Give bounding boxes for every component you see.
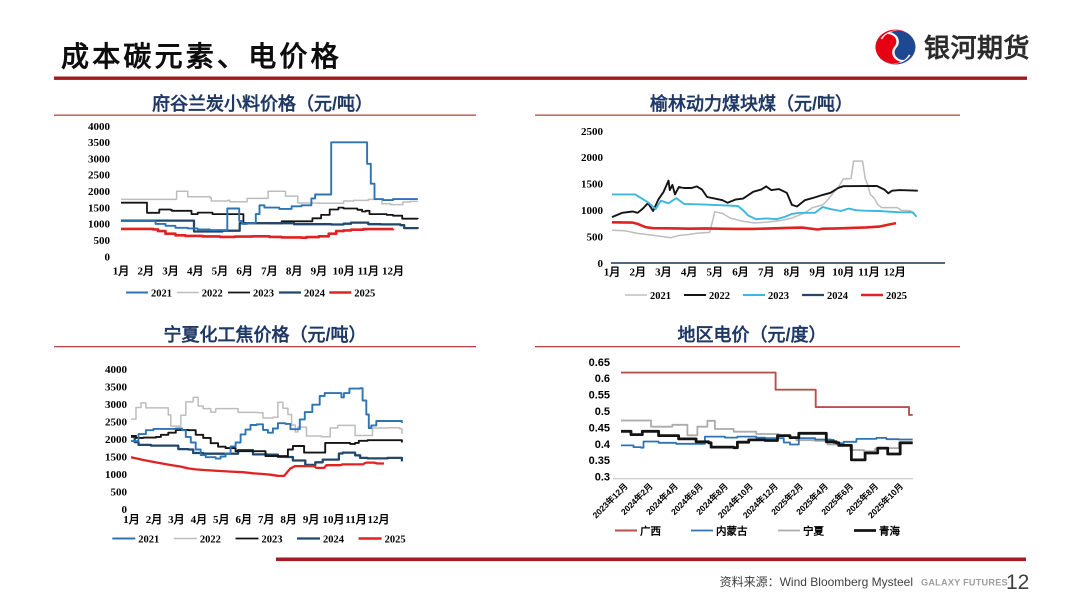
svg-text:9月: 9月 [809,266,826,279]
svg-text:4000: 4000 [105,364,128,376]
svg-text:2022: 2022 [709,291,730,302]
svg-text:1000: 1000 [105,469,128,481]
svg-text:广西: 广西 [640,524,661,537]
svg-text:2025: 2025 [354,288,375,299]
svg-text:2023: 2023 [262,534,283,545]
svg-text:2021: 2021 [650,291,671,302]
svg-text:银河期货: 银河期货 [924,33,1030,63]
svg-text:8月: 8月 [784,266,801,279]
svg-text:1月: 1月 [604,266,621,279]
svg-text:2021: 2021 [138,534,159,545]
svg-text:9月: 9月 [311,265,328,278]
svg-text:榆林动力煤块煤（元/吨）: 榆林动力煤块煤（元/吨） [650,93,853,114]
svg-text:4月: 4月 [187,265,204,278]
svg-text:8月: 8月 [286,265,303,278]
svg-text:6月: 6月 [732,266,749,279]
svg-text:0: 0 [122,504,128,516]
svg-text:12月: 12月 [367,513,389,526]
svg-text:8月: 8月 [280,513,297,526]
svg-text:1000: 1000 [88,219,111,231]
svg-text:1500: 1500 [581,179,604,191]
svg-text:12月: 12月 [884,266,906,279]
svg-text:3月: 3月 [162,265,179,278]
svg-text:2024: 2024 [304,288,326,299]
svg-text:0.4: 0.4 [595,439,611,451]
svg-text:3500: 3500 [88,137,111,149]
svg-text:500: 500 [587,231,604,243]
svg-text:0: 0 [105,251,111,263]
svg-text:5月: 5月 [212,265,229,278]
svg-text:成本碳元素、电价格: 成本碳元素、电价格 [61,41,342,72]
svg-text:宁夏化工焦价格（元/吨）: 宁夏化工焦价格（元/吨） [164,324,367,345]
svg-text:2021: 2021 [151,288,172,299]
svg-text:2000: 2000 [581,152,604,164]
svg-text:0.55: 0.55 [589,390,610,402]
svg-text:2024: 2024 [827,291,849,302]
svg-text:7月: 7月 [758,266,775,279]
svg-text:2023: 2023 [253,288,274,299]
svg-text:内蒙古: 内蒙古 [716,524,748,537]
svg-text:1月: 1月 [123,513,140,526]
svg-text:4月: 4月 [191,513,208,526]
svg-text:2月: 2月 [137,265,154,278]
svg-text:1月: 1月 [113,265,130,278]
svg-text:7月: 7月 [261,265,278,278]
svg-text:0: 0 [598,258,604,270]
svg-text:3月: 3月 [655,266,672,279]
svg-text:12月: 12月 [382,265,404,278]
svg-text:2000: 2000 [105,434,128,446]
svg-text:11月: 11月 [858,266,879,279]
svg-text:1500: 1500 [105,451,128,463]
svg-text:0.3: 0.3 [595,472,610,484]
svg-text:GALAXY FUTURES: GALAXY FUTURES [921,578,1008,588]
svg-text:4月: 4月 [681,266,698,279]
svg-text:12: 12 [1006,571,1029,594]
svg-text:0.45: 0.45 [589,422,610,434]
svg-text:10月: 10月 [323,513,345,526]
svg-text:资料来源：Wind Bloomberg Mysteel: 资料来源：Wind Bloomberg Mysteel [720,575,913,589]
svg-text:11月: 11月 [358,265,379,278]
svg-text:5月: 5月 [213,513,230,526]
svg-text:500: 500 [111,486,128,498]
svg-text:0.6: 0.6 [595,373,610,385]
svg-text:3500: 3500 [105,381,128,393]
svg-text:2000: 2000 [88,186,111,198]
svg-text:0.5: 0.5 [595,406,610,418]
svg-text:2500: 2500 [105,416,128,428]
svg-text:0.65: 0.65 [589,357,610,369]
svg-text:2月: 2月 [146,513,163,526]
svg-text:7月: 7月 [258,513,275,526]
svg-text:宁夏: 宁夏 [803,524,824,537]
svg-text:3000: 3000 [88,153,111,165]
svg-text:2025: 2025 [886,291,907,302]
svg-text:2月: 2月 [629,266,646,279]
svg-text:10月: 10月 [333,265,355,278]
svg-text:府谷兰炭小料价格（元/吨）: 府谷兰炭小料价格（元/吨） [152,93,373,114]
svg-text:6月: 6月 [236,513,253,526]
svg-text:2022: 2022 [202,288,223,299]
svg-text:5月: 5月 [707,266,724,279]
svg-text:青海: 青海 [879,524,900,537]
svg-text:2023: 2023 [768,291,789,302]
svg-text:6月: 6月 [236,265,253,278]
svg-text:2500: 2500 [581,126,604,138]
svg-text:1000: 1000 [581,205,604,217]
svg-text:2024: 2024 [323,534,345,545]
svg-text:4000: 4000 [88,121,111,133]
svg-text:3000: 3000 [105,399,128,411]
svg-text:10月: 10月 [832,266,854,279]
svg-text:2025: 2025 [385,534,406,545]
svg-text:500: 500 [94,235,111,247]
svg-text:2022: 2022 [200,534,221,545]
svg-text:1500: 1500 [88,202,111,214]
svg-text:0.35: 0.35 [589,455,610,467]
svg-text:3月: 3月 [168,513,185,526]
svg-text:2500: 2500 [88,170,111,182]
svg-text:11月: 11月 [345,513,366,526]
svg-text:地区电价（元/度）: 地区电价（元/度） [677,324,826,345]
svg-text:9月: 9月 [303,513,320,526]
